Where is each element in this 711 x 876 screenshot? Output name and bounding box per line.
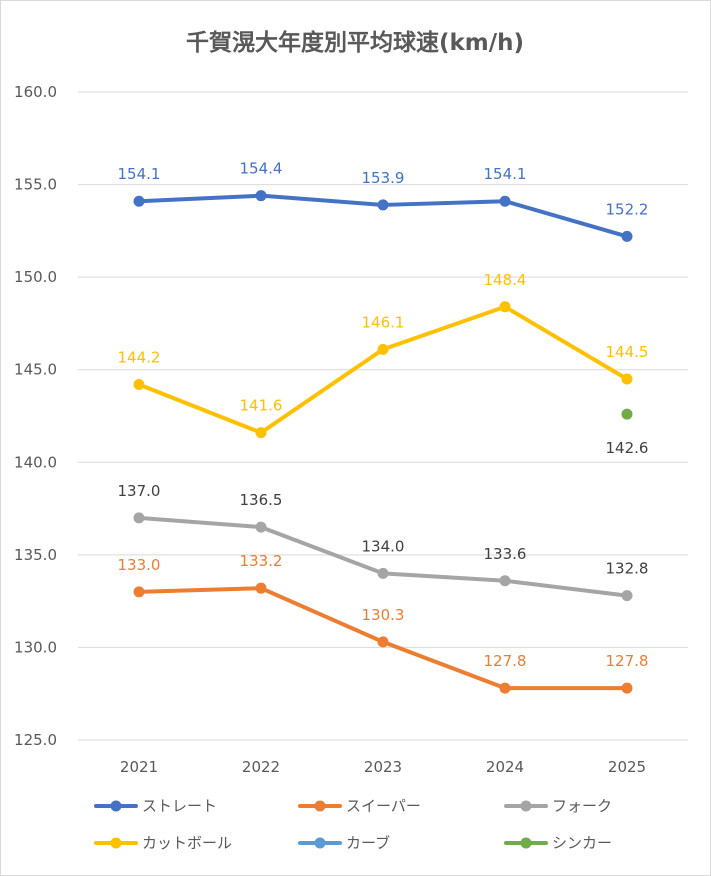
data-point xyxy=(377,636,389,648)
data-label: 152.2 xyxy=(606,200,649,218)
y-tick-label: 130.0 xyxy=(14,638,57,656)
gridlines xyxy=(78,91,688,741)
legend-label: カーブ xyxy=(346,834,390,852)
data-point xyxy=(255,582,267,594)
data-label: 144.5 xyxy=(606,343,649,361)
legend-marker xyxy=(520,837,532,849)
data-label: 133.2 xyxy=(240,552,283,570)
data-point xyxy=(255,521,267,533)
data-label: 130.3 xyxy=(362,606,405,624)
data-point xyxy=(133,512,145,524)
data-label: 142.6 xyxy=(606,439,649,457)
data-label: 154.4 xyxy=(240,160,283,178)
data-point xyxy=(377,343,389,355)
chart-title: 千賀滉大年度別平均球速(km/h) xyxy=(186,29,524,56)
y-tick-label: 125.0 xyxy=(14,731,57,749)
legend-label: ストレート xyxy=(142,797,217,815)
y-tick-label: 155.0 xyxy=(14,176,57,194)
data-point xyxy=(499,682,511,694)
x-tick-label: 2025 xyxy=(608,758,646,776)
data-point xyxy=(621,230,633,242)
y-axis-ticks: 125.0 130.0 135.0 140.0 145.0 150.0 155.0 160.0 xyxy=(14,83,57,749)
y-tick-label: 160.0 xyxy=(14,83,57,101)
x-tick-label: 2024 xyxy=(486,758,524,776)
y-tick-label: 135.0 xyxy=(14,546,57,564)
x-tick-label: 2022 xyxy=(242,758,280,776)
legend-marker xyxy=(314,800,326,812)
series-layer xyxy=(133,190,633,694)
legend-marker xyxy=(314,837,326,849)
data-label: 154.1 xyxy=(118,165,161,183)
data-label: 154.1 xyxy=(484,165,527,183)
data-point xyxy=(499,575,511,587)
y-tick-label: 140.0 xyxy=(14,453,57,471)
series-line xyxy=(137,515,629,598)
data-label: 153.9 xyxy=(362,169,405,187)
data-point xyxy=(133,586,145,598)
data-label: 141.6 xyxy=(240,397,283,415)
legend-label: スイーパー xyxy=(346,797,421,815)
data-point xyxy=(621,590,633,602)
data-label: 127.8 xyxy=(606,652,649,670)
data-labels: 154.1 154.4 153.9 154.1 152.2 133.0 133.2 130.3… xyxy=(118,160,649,670)
data-point xyxy=(621,373,633,385)
data-label: 136.5 xyxy=(240,491,283,509)
data-point xyxy=(377,567,389,579)
data-label: 148.4 xyxy=(484,271,527,289)
data-label: 144.2 xyxy=(118,349,161,367)
data-label: 146.1 xyxy=(362,313,405,331)
x-tick-label: 2023 xyxy=(364,758,402,776)
legend-label: フォーク xyxy=(552,797,612,815)
data-point xyxy=(499,195,511,207)
data-point xyxy=(255,190,267,202)
legend-marker xyxy=(110,837,122,849)
legend-label: シンカー xyxy=(552,834,612,852)
data-label: 127.8 xyxy=(484,652,527,670)
data-point xyxy=(133,195,145,207)
y-tick-label: 145.0 xyxy=(14,361,57,379)
data-label: 133.6 xyxy=(484,545,527,563)
y-tick-label: 150.0 xyxy=(14,268,57,286)
data-label: 137.0 xyxy=(118,482,161,500)
data-point xyxy=(621,408,633,420)
data-label: 134.0 xyxy=(362,537,405,555)
x-axis-ticks: 2021 2022 2023 2024 2025 xyxy=(120,758,646,776)
legend-marker xyxy=(110,800,122,812)
legend-marker xyxy=(520,800,532,812)
data-point xyxy=(133,379,145,391)
data-point xyxy=(255,427,267,439)
data-label: 132.8 xyxy=(606,560,649,578)
legend-label: カットボール xyxy=(142,834,232,852)
x-tick-label: 2021 xyxy=(120,758,158,776)
data-point xyxy=(499,301,511,313)
data-label: 133.0 xyxy=(118,556,161,574)
data-point xyxy=(621,682,633,694)
data-point xyxy=(377,199,389,211)
